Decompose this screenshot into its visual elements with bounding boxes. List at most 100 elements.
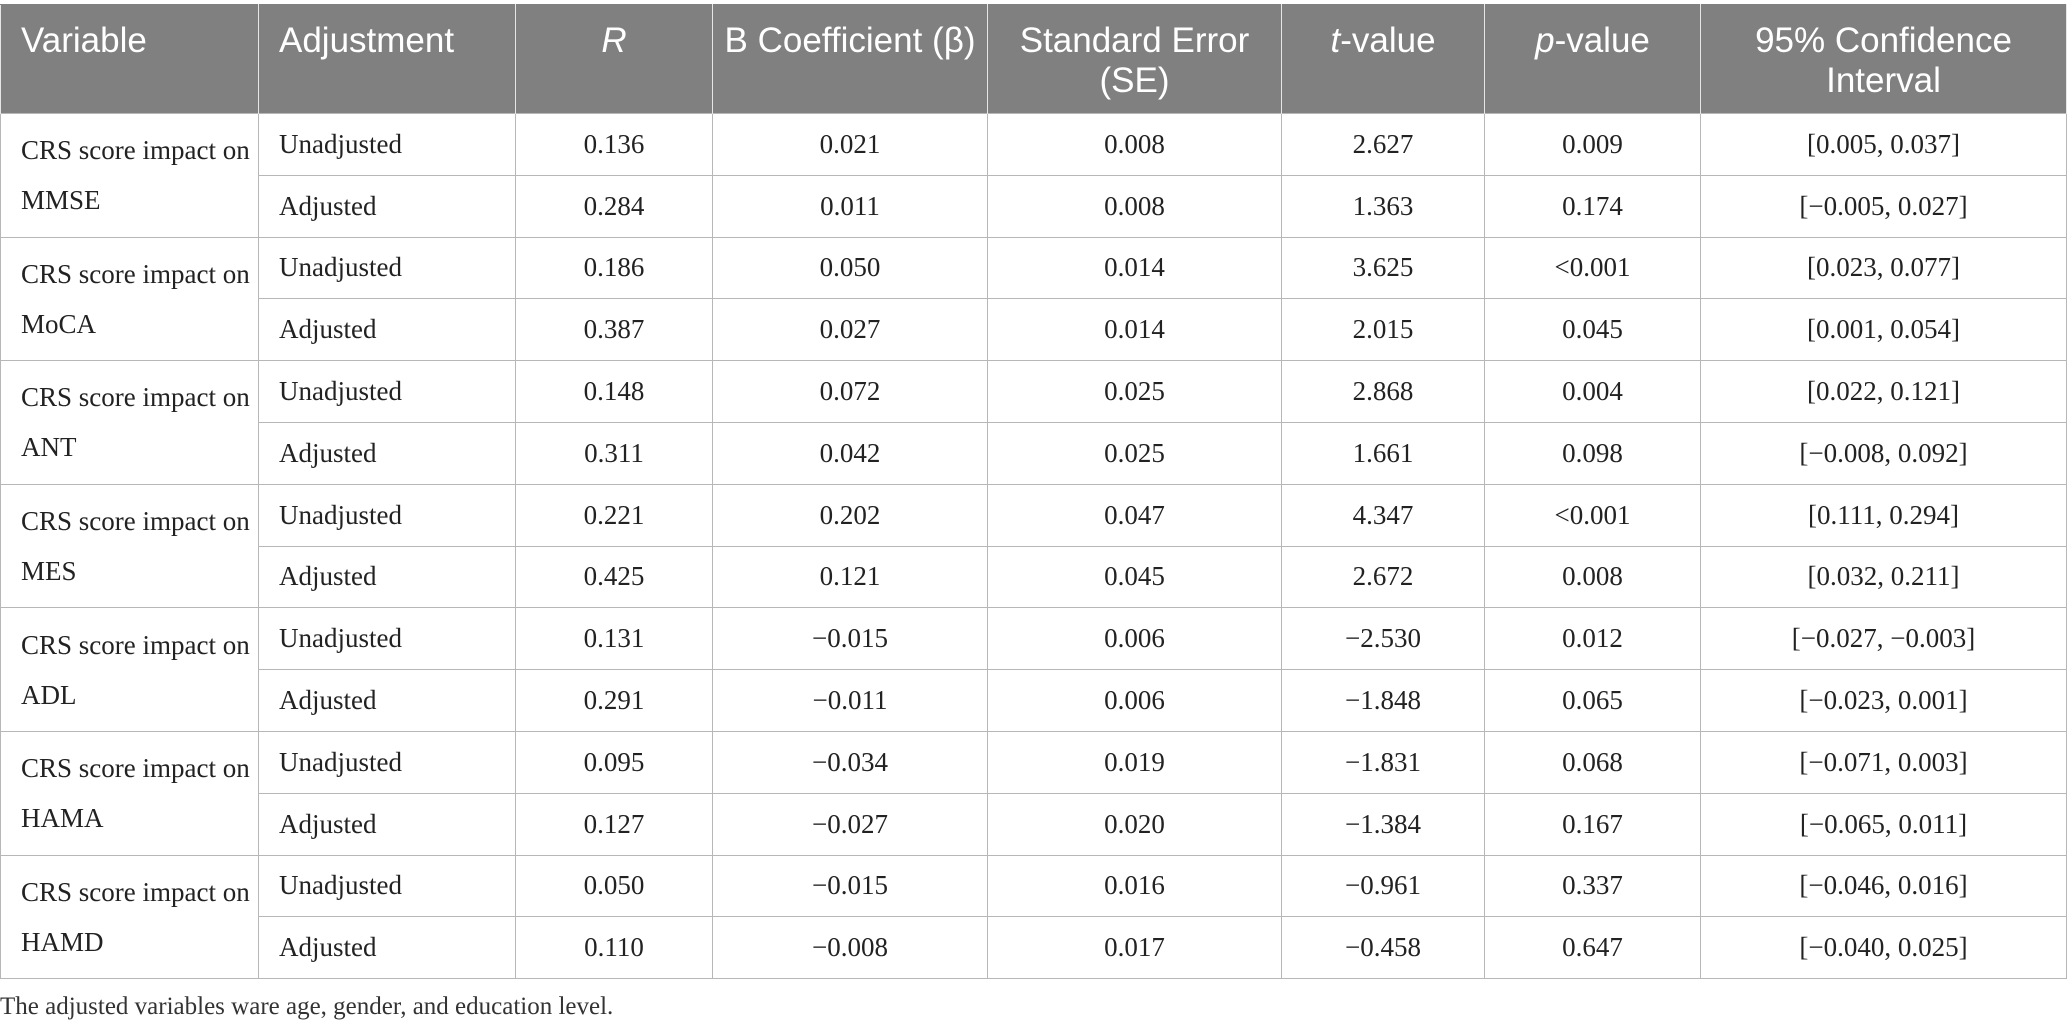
cell-b-coefficient: −0.027 (712, 792, 988, 856)
table-row: CRS score impact on ANT Unadjusted 0.148 0.… (0, 360, 2067, 485)
cell-p-value: 0.008 (1484, 545, 1701, 609)
cell-confidence-interval: [−0.005, 0.027] (1700, 174, 2067, 238)
table-row: CRS score impact on HAMD Unadjusted 0.050−… (0, 854, 2067, 980)
cell-t-value: −1.848 (1281, 669, 1485, 732)
cell-adjustment: Unadjusted (258, 113, 516, 176)
cell-variable: CRS score impact on MES (0, 483, 259, 609)
header-p-rest: -value (1554, 21, 1650, 60)
cell-confidence-interval: [0.001, 0.054] (1700, 298, 2067, 362)
cell-p-value: 0.068 (1484, 730, 1701, 794)
cell-variable: CRS score impact on HAMA (0, 730, 259, 856)
cell-adjustment: Adjusted (258, 298, 516, 362)
cell-b-coefficient: 0.021 (712, 113, 988, 176)
cell-confidence-interval: [−0.023, 0.001] (1700, 669, 2067, 732)
cell-adjustment: Unadjusted (258, 360, 516, 423)
table-row: Adjusted 0.425 0.121 0.045 2.672 0.008 [0.032,… (1, 545, 2067, 609)
cell-r: 0.136 (515, 113, 713, 176)
cell-confidence-interval: [0.111, 0.294] (1700, 483, 2067, 547)
cell-adjustment: Adjusted (258, 174, 516, 238)
header-t-rest: -value (1340, 21, 1436, 60)
cell-standard-error: 0.008 (987, 174, 1282, 238)
table-row: CRS score impact on ADL Unadjusted 0.131 −0… (0, 607, 2067, 732)
cell-b-coefficient: −0.008 (712, 916, 988, 980)
table-row: CRS score impact on MoCA Unadjusted 0.186 0… (0, 236, 2067, 362)
cell-b-coefficient: 0.011 (712, 174, 988, 238)
cell-p-value: 0.065 (1484, 669, 1701, 732)
cell-r: 0.425 (515, 545, 713, 609)
cell-r: 0.148 (515, 360, 713, 423)
table-row: Adjusted 0.110 −0.008 0.017 −0.458 0.647 [−0.0… (1, 916, 2067, 980)
cell-adjustment: Unadjusted (258, 236, 516, 300)
header-r: R (515, 4, 713, 114)
cell-b-coefficient: 0.027 (712, 298, 988, 362)
cell-standard-error: 0.020 (987, 792, 1282, 856)
cell-t-value: 1.363 (1281, 174, 1485, 238)
header-row: Variable Adjustment R B Coefficient (β) … (0, 4, 2067, 114)
cell-confidence-interval: [0.032, 0.211] (1700, 545, 2067, 609)
cell-standard-error: 0.016 (987, 854, 1282, 918)
table-row: CRS score impact on MES Unadjusted 0.221 0.… (0, 483, 2067, 609)
cell-r: 0.387 (515, 298, 713, 362)
cell-p-value: 0.098 (1484, 421, 1701, 485)
cell-b-coefficient: 0.042 (712, 421, 988, 485)
cell-adjustment: Adjusted (258, 421, 516, 485)
cell-variable: CRS score impact on MoCA (0, 236, 259, 362)
header-r-label: R (601, 21, 627, 60)
cell-t-value: 2.672 (1281, 545, 1485, 609)
cell-b-coefficient: 0.072 (712, 360, 988, 423)
cell-b-coefficient: 0.050 (712, 236, 988, 300)
cell-b-coefficient: −0.034 (712, 730, 988, 794)
header-p-italic: p (1535, 21, 1555, 60)
cell-b-coefficient: −0.015 (712, 607, 988, 671)
cell-t-value: −0.458 (1281, 916, 1485, 980)
cell-t-value: −1.831 (1281, 730, 1485, 794)
cell-confidence-interval: [−0.065, 0.011] (1700, 792, 2067, 856)
cell-adjustment: Unadjusted (258, 854, 516, 918)
cell-adjustment: Unadjusted (258, 730, 516, 794)
header-standard-error: Standard Error (SE) (987, 4, 1282, 114)
cell-r: 0.291 (515, 669, 713, 732)
header-b-coefficient: B Coefficient (β) (712, 4, 988, 114)
cell-adjustment: Adjusted (258, 545, 516, 609)
cell-variable: CRS score impact on HAMD (0, 854, 259, 980)
cell-r: 0.050 (515, 854, 713, 918)
cell-p-value: 0.337 (1484, 854, 1701, 918)
cell-confidence-interval: [−0.027, −0.003] (1700, 607, 2067, 671)
cell-p-value: 0.012 (1484, 607, 1701, 671)
cell-r: 0.284 (515, 174, 713, 238)
header-confidence-interval: 95% Confidence Interval (1700, 4, 2067, 114)
cell-p-value: <0.001 (1484, 483, 1701, 547)
cell-standard-error: 0.006 (987, 607, 1282, 671)
table-row: Adjusted 0.291 −0.011 0.006 −1.848 0.065 [−0.0… (1, 669, 2067, 732)
header-t-value: t-value (1281, 4, 1485, 114)
cell-r: 0.110 (515, 916, 713, 980)
cell-t-value: 3.625 (1281, 236, 1485, 300)
cell-r: 0.095 (515, 730, 713, 794)
cell-standard-error: 0.014 (987, 236, 1282, 300)
cell-r: 0.221 (515, 483, 713, 547)
cell-t-value: −0.961 (1281, 854, 1485, 918)
table-row: Adjusted 0.127 −0.027 0.020 −1.384 0.167 [−0.0… (1, 792, 2067, 856)
table-header: Variable Adjustment R B Coefficient (β) … (0, 4, 2067, 114)
cell-t-value: 1.661 (1281, 421, 1485, 485)
cell-t-value: 4.347 (1281, 483, 1485, 547)
cell-p-value: 0.045 (1484, 298, 1701, 362)
cell-standard-error: 0.006 (987, 669, 1282, 732)
cell-t-value: −1.384 (1281, 792, 1485, 856)
cell-p-value: 0.004 (1484, 360, 1701, 423)
cell-confidence-interval: [−0.008, 0.092] (1700, 421, 2067, 485)
cell-p-value: 0.647 (1484, 916, 1701, 980)
cell-adjustment: Unadjusted (258, 607, 516, 671)
cell-t-value: 2.868 (1281, 360, 1485, 423)
header-p-value: p-value (1484, 4, 1701, 114)
cell-adjustment: Adjusted (258, 792, 516, 856)
cell-confidence-interval: [0.005, 0.037] (1700, 113, 2067, 176)
cell-t-value: 2.627 (1281, 113, 1485, 176)
cell-variable: CRS score impact on ADL (0, 607, 259, 732)
cell-r: 0.127 (515, 792, 713, 856)
header-variable: Variable (0, 4, 259, 114)
cell-p-value: <0.001 (1484, 236, 1701, 300)
cell-standard-error: 0.045 (987, 545, 1282, 609)
cell-variable: CRS score impact on ANT (0, 360, 259, 485)
cell-standard-error: 0.019 (987, 730, 1282, 794)
